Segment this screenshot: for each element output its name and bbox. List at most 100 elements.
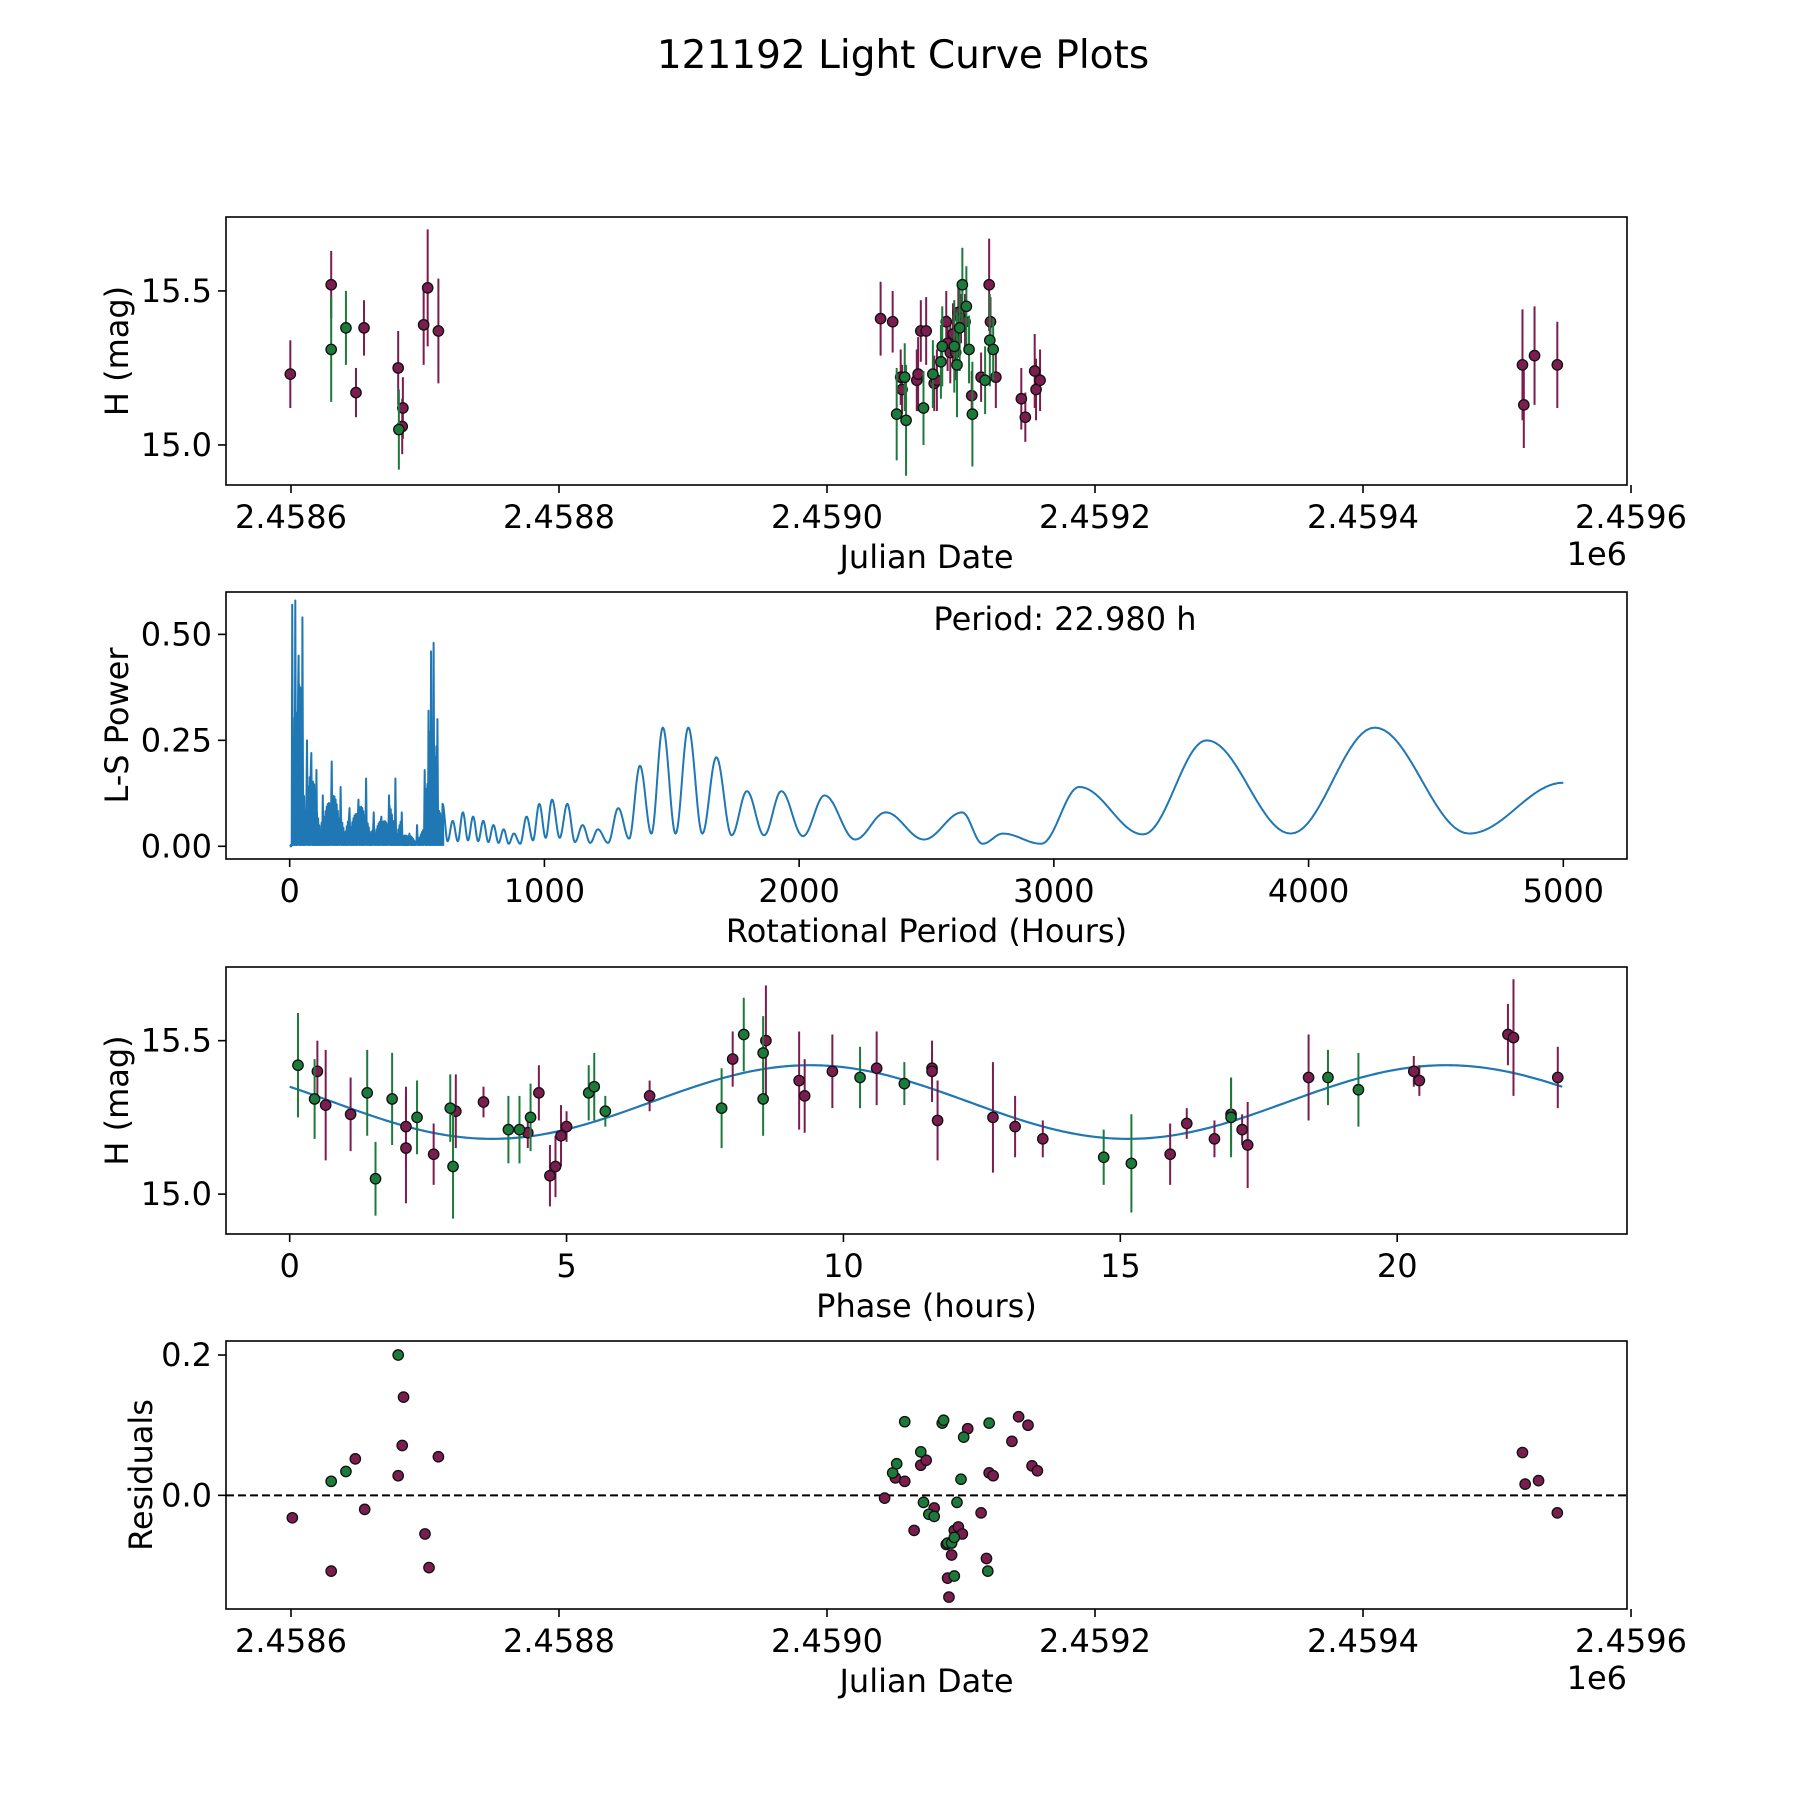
data-point xyxy=(940,315,953,328)
data-point xyxy=(955,1473,967,1486)
data-point xyxy=(361,1086,374,1099)
data-point xyxy=(1015,392,1028,405)
data-point xyxy=(392,1469,405,1482)
data-point xyxy=(987,1111,999,1124)
data-point xyxy=(914,1445,927,1458)
data-point xyxy=(308,1093,321,1105)
data-point xyxy=(1516,1446,1529,1459)
data-point xyxy=(400,1142,412,1154)
data-point xyxy=(726,1053,739,1065)
x-tick-label: 2.4590 xyxy=(771,498,883,536)
series-0 xyxy=(311,979,1564,1207)
plot-frame xyxy=(225,216,1628,486)
data-point xyxy=(757,1093,769,1105)
data-point xyxy=(1407,1065,1420,1078)
data-point xyxy=(927,368,939,380)
panel-periodogram: 0 1000 2000 3000 4000 5000 0.00 0.25 0.50 Rotatio… xyxy=(98,591,1628,950)
panel-phased: 0 5 10 15 20 15.0 15.5 Phase (hours) H (mag) xyxy=(98,966,1628,1325)
data-point xyxy=(1125,1157,1138,1170)
data-point xyxy=(757,1047,769,1059)
plot-frame xyxy=(225,1340,1628,1610)
data-point xyxy=(421,282,434,294)
data-point xyxy=(898,1077,911,1090)
data-point xyxy=(555,1129,567,1142)
data-point xyxy=(292,1059,304,1072)
data-point xyxy=(427,1148,440,1161)
data-point xyxy=(544,1169,556,1182)
data-point xyxy=(502,1123,515,1136)
x-tick-label: 3000 xyxy=(1013,872,1094,910)
data-point xyxy=(392,1349,405,1361)
data-point xyxy=(1302,1071,1315,1084)
data-point xyxy=(945,1549,958,1561)
data-point xyxy=(325,343,338,356)
data-point xyxy=(898,371,911,384)
x-tick-label: 2000 xyxy=(758,872,839,910)
plot-area xyxy=(289,599,1564,848)
data-point xyxy=(898,1415,911,1428)
series-1 xyxy=(325,247,1000,476)
data-point xyxy=(948,1570,961,1582)
data-point xyxy=(447,1160,459,1173)
data-point xyxy=(400,1120,412,1133)
data-point xyxy=(960,300,973,313)
data-point xyxy=(325,1475,338,1488)
data-point xyxy=(874,312,887,325)
data-point xyxy=(1516,359,1529,371)
data-point xyxy=(386,1093,398,1105)
x-tick-label: 2.4594 xyxy=(1307,1622,1419,1660)
data-point xyxy=(898,1475,911,1488)
data-point xyxy=(1009,1120,1021,1133)
data-point xyxy=(793,1074,805,1087)
y-tick-label: 15.5 xyxy=(141,1022,212,1060)
data-point xyxy=(928,1510,941,1523)
series-0 xyxy=(286,1391,1564,1603)
data-point xyxy=(920,325,933,337)
data-point xyxy=(979,374,991,387)
data-point xyxy=(1022,1419,1034,1432)
x-offset-label: 1e6 xyxy=(1567,535,1627,573)
data-point xyxy=(737,1028,750,1041)
x-axis-label: Julian Date xyxy=(837,1662,1013,1700)
data-point xyxy=(1517,399,1530,411)
data-point xyxy=(917,1496,930,1509)
data-point xyxy=(912,368,924,380)
data-point xyxy=(943,1591,955,1603)
y-tick-label: 0.2 xyxy=(161,1336,212,1374)
data-point xyxy=(1036,1133,1049,1145)
data-point xyxy=(917,402,930,414)
data-point xyxy=(1528,349,1541,362)
data-point xyxy=(987,343,1000,356)
data-point xyxy=(286,1511,299,1524)
data-point xyxy=(948,1531,961,1544)
data-point xyxy=(936,340,949,353)
data-point xyxy=(284,368,297,380)
x-tick-label: 0 xyxy=(280,1247,300,1285)
y-tick-label: 0.0 xyxy=(161,1476,212,1514)
series-1 xyxy=(292,997,1365,1219)
data-point xyxy=(1031,1464,1044,1477)
data-point xyxy=(1019,411,1032,424)
data-point xyxy=(1551,359,1564,371)
x-tick-label: 4000 xyxy=(1268,872,1349,910)
data-point xyxy=(325,278,338,291)
data-point xyxy=(533,1086,545,1099)
data-point xyxy=(1034,374,1046,387)
x-tick-label: 2.4592 xyxy=(1039,1622,1151,1660)
x-tick-label: 20 xyxy=(1377,1247,1418,1285)
data-point xyxy=(951,359,963,371)
data-point xyxy=(1012,1410,1025,1423)
data-point xyxy=(358,1503,371,1516)
period-annotation: Period: 22.980 h xyxy=(933,600,1196,638)
data-point xyxy=(1322,1071,1334,1084)
data-point xyxy=(890,1457,903,1470)
data-point xyxy=(349,1453,362,1465)
data-point xyxy=(870,1062,883,1075)
data-point xyxy=(1180,1117,1193,1130)
data-point xyxy=(513,1123,526,1136)
x-tick-label: 2.4588 xyxy=(503,1622,615,1660)
data-point xyxy=(643,1090,656,1102)
data-point xyxy=(956,278,969,291)
data-point xyxy=(981,1565,994,1577)
data-point xyxy=(369,1172,382,1185)
